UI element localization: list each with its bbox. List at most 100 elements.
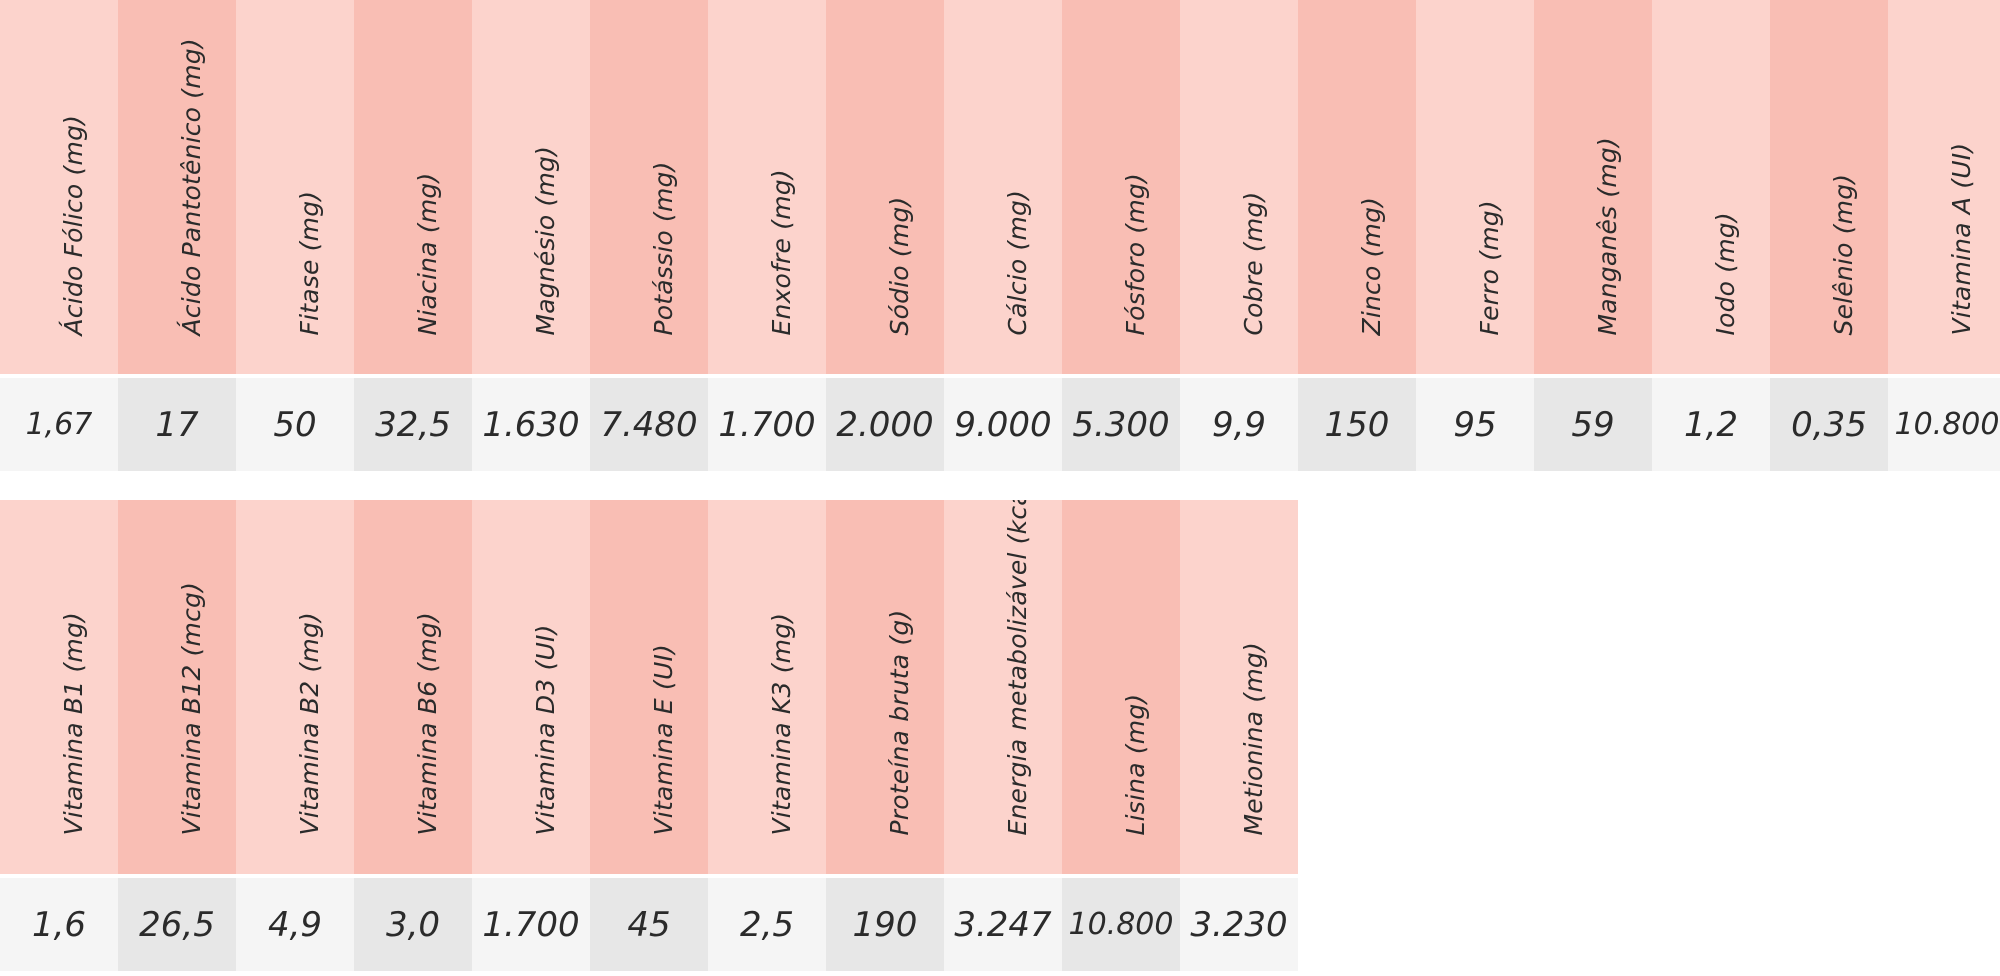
column-value: 5.300	[1062, 378, 1180, 471]
column-value: 1.700	[708, 378, 826, 471]
column-header-label: Vitamina B6 (mg)	[413, 611, 442, 836]
column-value: 3.247	[944, 878, 1062, 971]
column-header-label: Niacina (mg)	[413, 172, 442, 336]
table-column: Manganês (mg) 59	[1534, 0, 1652, 471]
column-header: Enxofre (mg)	[708, 0, 826, 374]
table-column: Energia metabolizável (kcal) 3.247	[944, 500, 1062, 971]
column-header: Ácido Pantotênico (mg)	[118, 0, 236, 374]
column-header: Metionina (mg)	[1180, 500, 1298, 874]
table-column: Zinco (mg) 150	[1298, 0, 1416, 471]
column-value: 3.230	[1180, 878, 1298, 971]
table-column: Cálcio (mg) 9.000	[944, 0, 1062, 471]
column-header: Manganês (mg)	[1534, 0, 1652, 374]
column-header: Vitamina D3 (UI)	[472, 500, 590, 874]
column-header: Zinco (mg)	[1298, 0, 1416, 374]
table-column: Vitamina B12 (mcg) 26,5	[118, 500, 236, 971]
column-header: Vitamina B1 (mg)	[0, 500, 118, 874]
column-value: 0,35	[1770, 378, 1888, 471]
column-header-label: Proteína bruta (g)	[885, 609, 914, 836]
column-header-label: Vitamina A (UI)	[1947, 142, 1976, 336]
column-value: 150	[1298, 378, 1416, 471]
column-header-label: Vitamina B1 (mg)	[59, 611, 88, 836]
column-header-label: Ácido Fólico (mg)	[59, 114, 88, 336]
column-header: Sódio (mg)	[826, 0, 944, 374]
column-header-label: Ácido Pantotênico (mg)	[177, 38, 206, 336]
column-value: 17	[118, 378, 236, 471]
column-header-label: Iodo (mg)	[1711, 212, 1740, 336]
column-header: Vitamina E (UI)	[590, 500, 708, 874]
table-column: Vitamina B1 (mg) 1,6	[0, 500, 118, 971]
table-column: Fitase (mg) 50	[236, 0, 354, 471]
column-value: 2,5	[708, 878, 826, 971]
column-header: Vitamina A (UI)	[1888, 0, 2000, 374]
table-column: Ácido Pantotênico (mg) 17	[118, 0, 236, 471]
column-header-label: Magnésio (mg)	[531, 145, 560, 336]
column-header: Iodo (mg)	[1652, 0, 1770, 374]
column-value: 9,9	[1180, 378, 1298, 471]
column-value: 50	[236, 378, 354, 471]
table-column: Proteína bruta (g) 190	[826, 500, 944, 971]
column-header: Lisina (mg)	[1062, 500, 1180, 874]
column-header: Energia metabolizável (kcal)	[944, 500, 1062, 874]
column-value: 45	[590, 878, 708, 971]
column-value: 1,67	[0, 378, 118, 471]
column-value: 59	[1534, 378, 1652, 471]
column-header: Cálcio (mg)	[944, 0, 1062, 374]
column-header: Vitamina B6 (mg)	[354, 500, 472, 874]
column-value: 1.700	[472, 878, 590, 971]
table-column: Fósforo (mg) 5.300	[1062, 0, 1180, 471]
table-column: Vitamina B2 (mg) 4,9	[236, 500, 354, 971]
column-header-label: Vitamina E (UI)	[649, 643, 678, 836]
column-header: Fitase (mg)	[236, 0, 354, 374]
column-header-label: Fósforo (mg)	[1121, 173, 1150, 336]
column-value: 9.000	[944, 378, 1062, 471]
table-column: Sódio (mg) 2.000	[826, 0, 944, 471]
column-header-label: Zinco (mg)	[1357, 196, 1386, 336]
column-header-label: Cálcio (mg)	[1003, 189, 1032, 336]
nutrient-table-top: Ácido Fólico (mg) 1,67 Ácido Pantotênico…	[0, 0, 2000, 471]
column-header-label: Cobre (mg)	[1239, 191, 1268, 336]
column-header-label: Vitamina B2 (mg)	[295, 611, 324, 836]
column-value: 95	[1416, 378, 1534, 471]
column-header: Ácido Fólico (mg)	[0, 0, 118, 374]
column-header: Magnésio (mg)	[472, 0, 590, 374]
table-column: Ácido Fólico (mg) 1,67	[0, 0, 118, 471]
column-header: Vitamina B12 (mcg)	[118, 500, 236, 874]
table-column: Vitamina A (UI) 10.800	[1888, 0, 2000, 471]
column-value: 1,2	[1652, 378, 1770, 471]
column-value: 26,5	[118, 878, 236, 971]
column-value: 7.480	[590, 378, 708, 471]
column-value: 32,5	[354, 378, 472, 471]
column-value: 1.630	[472, 378, 590, 471]
table-column: Vitamina E (UI) 45	[590, 500, 708, 971]
table-column: Vitamina B6 (mg) 3,0	[354, 500, 472, 971]
table-column: Vitamina K3 (mg) 2,5	[708, 500, 826, 971]
column-header-label: Metionina (mg)	[1239, 642, 1268, 836]
table-column: Selênio (mg) 0,35	[1770, 0, 1888, 471]
column-header-label: Vitamina K3 (mg)	[767, 612, 796, 836]
table-column: Niacina (mg) 32,5	[354, 0, 472, 471]
column-header-label: Vitamina B12 (mcg)	[177, 581, 206, 836]
table-column: Metionina (mg) 3.230	[1180, 500, 1298, 971]
column-header: Potássio (mg)	[590, 0, 708, 374]
column-value: 190	[826, 878, 944, 971]
table-column: Ferro (mg) 95	[1416, 0, 1534, 471]
table-column: Potássio (mg) 7.480	[590, 0, 708, 471]
column-header: Vitamina B2 (mg)	[236, 500, 354, 874]
column-value: 10.800	[1062, 878, 1180, 971]
column-value: 1,6	[0, 878, 118, 971]
nutrient-table-bottom: Vitamina B1 (mg) 1,6 Vitamina B12 (mcg) …	[0, 500, 1298, 971]
table-column: Lisina (mg) 10.800	[1062, 500, 1180, 971]
column-header-label: Manganês (mg)	[1593, 137, 1622, 336]
column-header-label: Energia metabolizável (kcal)	[1003, 500, 1032, 836]
column-header: Ferro (mg)	[1416, 0, 1534, 374]
column-header: Selênio (mg)	[1770, 0, 1888, 374]
table-column: Enxofre (mg) 1.700	[708, 0, 826, 471]
column-header: Niacina (mg)	[354, 0, 472, 374]
column-value: 4,9	[236, 878, 354, 971]
column-header: Cobre (mg)	[1180, 0, 1298, 374]
column-value: 3,0	[354, 878, 472, 971]
column-header-label: Enxofre (mg)	[767, 169, 796, 336]
column-header-label: Sódio (mg)	[885, 196, 914, 336]
column-value: 2.000	[826, 378, 944, 471]
